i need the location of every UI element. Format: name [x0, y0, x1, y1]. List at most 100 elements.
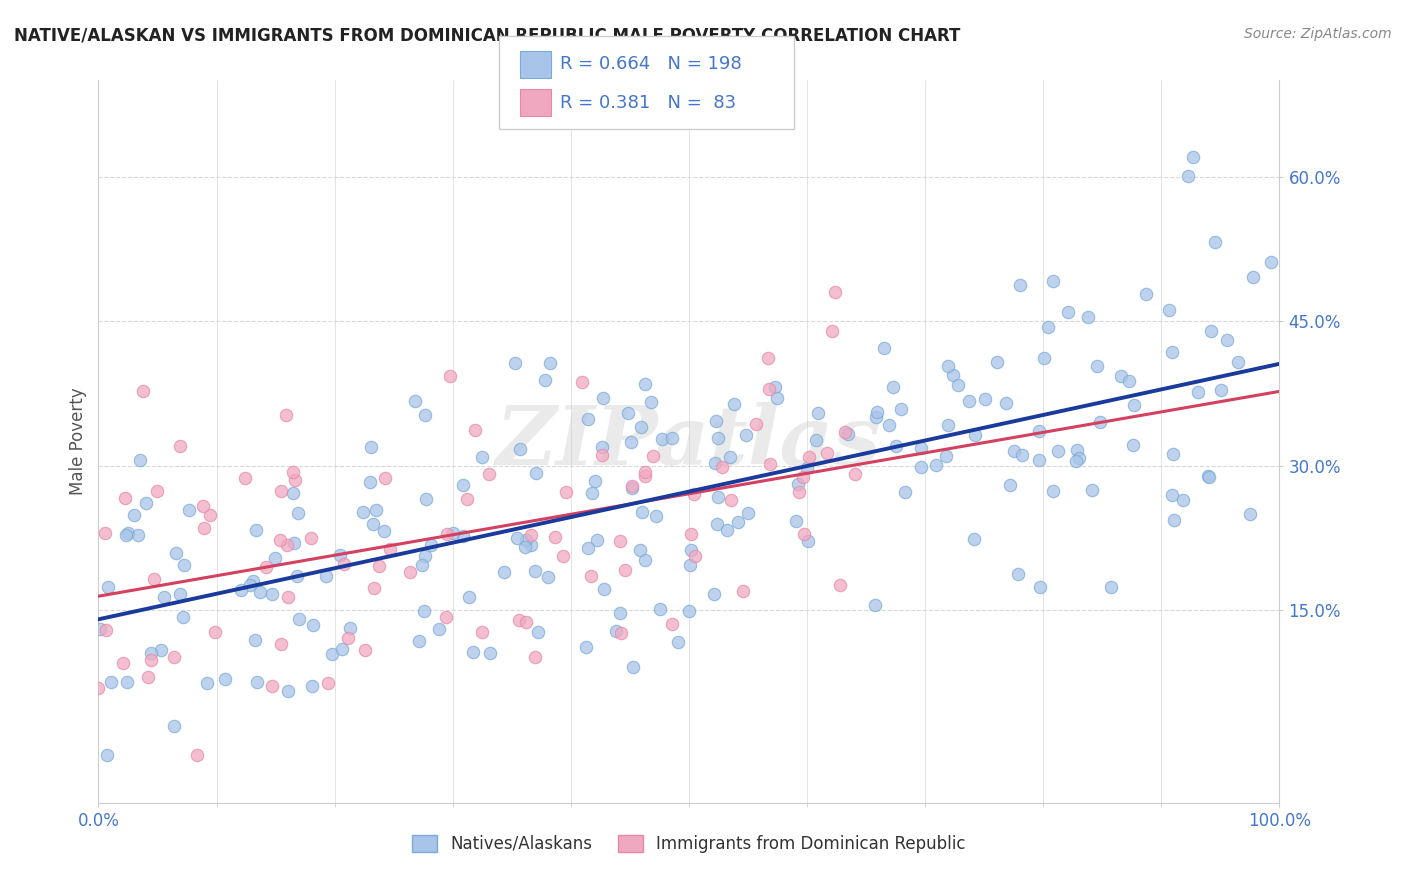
- Point: [824, 285, 846, 300]
- Point: [1028, 424, 1050, 438]
- Point: [834, 425, 856, 439]
- Text: R = 0.664   N = 198: R = 0.664 N = 198: [560, 55, 741, 73]
- Point: [942, 368, 965, 383]
- Point: [581, 486, 603, 500]
- Point: [796, 534, 818, 549]
- Point: [534, 372, 557, 386]
- Point: [413, 604, 436, 618]
- Point: [508, 613, 530, 627]
- Point: [339, 621, 361, 635]
- Point: [408, 633, 430, 648]
- Point: [115, 675, 138, 690]
- Point: [882, 380, 904, 394]
- Point: [321, 648, 343, 662]
- Point: [519, 538, 541, 552]
- Point: [551, 549, 574, 563]
- Point: [411, 558, 433, 573]
- Point: [262, 587, 284, 601]
- Point: [1198, 470, 1220, 484]
- Point: [243, 633, 266, 648]
- Point: [127, 528, 149, 542]
- Point: [360, 440, 382, 454]
- Point: [866, 405, 889, 419]
- Point: [621, 481, 644, 495]
- Point: [706, 431, 728, 445]
- Point: [124, 508, 146, 522]
- Point: [354, 643, 377, 657]
- Point: [97, 580, 120, 594]
- Point: [361, 517, 384, 532]
- Point: [681, 527, 703, 541]
- Point: [634, 377, 657, 392]
- Point: [910, 441, 932, 455]
- Point: [640, 395, 662, 409]
- Point: [948, 377, 970, 392]
- Point: [1028, 452, 1050, 467]
- Point: [451, 477, 474, 491]
- Point: [609, 606, 631, 620]
- Point: [837, 427, 859, 442]
- Point: [578, 412, 600, 426]
- Point: [249, 584, 271, 599]
- Point: [441, 526, 464, 541]
- Point: [737, 506, 759, 520]
- Point: [758, 382, 780, 396]
- Point: [1002, 443, 1025, 458]
- Point: [117, 526, 139, 541]
- Point: [229, 582, 252, 597]
- Point: [427, 623, 450, 637]
- Point: [651, 432, 673, 446]
- Point: [537, 569, 560, 583]
- Point: [165, 546, 187, 560]
- Point: [678, 604, 700, 618]
- Point: [579, 569, 602, 583]
- Point: [301, 618, 323, 632]
- Legend: Natives/Alaskans, Immigrants from Dominican Republic: Natives/Alaskans, Immigrants from Domini…: [406, 828, 972, 860]
- Point: [283, 536, 305, 550]
- Point: [464, 423, 486, 437]
- Point: [515, 533, 537, 547]
- Point: [367, 559, 389, 574]
- Point: [352, 505, 374, 519]
- Point: [621, 479, 644, 493]
- Point: [815, 446, 838, 460]
- Point: [763, 380, 786, 394]
- Point: [789, 485, 811, 500]
- Point: [262, 679, 284, 693]
- Point: [634, 469, 657, 483]
- Point: [1069, 451, 1091, 466]
- Point: [332, 557, 354, 571]
- Point: [398, 566, 420, 580]
- Point: [245, 523, 267, 537]
- Point: [1199, 324, 1222, 338]
- Point: [287, 612, 309, 626]
- Point: [1161, 448, 1184, 462]
- Point: [998, 477, 1021, 491]
- Point: [330, 642, 353, 657]
- Point: [1008, 278, 1031, 293]
- Point: [1066, 454, 1088, 468]
- Point: [527, 625, 550, 640]
- Point: [828, 578, 851, 592]
- Point: [756, 351, 779, 365]
- Point: [1157, 302, 1180, 317]
- Point: [1007, 566, 1029, 581]
- Point: [132, 384, 155, 398]
- Point: [277, 590, 299, 604]
- Point: [129, 453, 152, 467]
- Point: [186, 747, 208, 762]
- Point: [592, 392, 614, 406]
- Point: [873, 341, 896, 355]
- Point: [973, 392, 995, 406]
- Point: [1011, 448, 1033, 462]
- Point: [281, 486, 304, 500]
- Point: [114, 528, 136, 542]
- Point: [630, 419, 652, 434]
- Point: [592, 582, 614, 596]
- Point: [759, 458, 782, 472]
- Point: [821, 325, 844, 339]
- Point: [451, 529, 474, 543]
- Point: [723, 397, 745, 411]
- Point: [1163, 513, 1185, 527]
- Point: [299, 531, 322, 545]
